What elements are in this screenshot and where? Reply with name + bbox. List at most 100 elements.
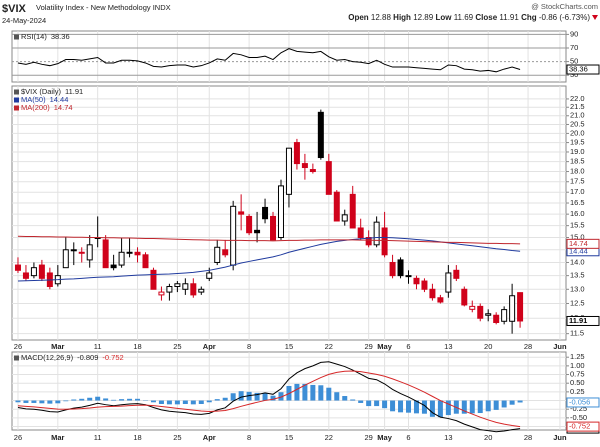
quote-label: Close [475, 13, 497, 22]
candle-body [254, 229, 261, 234]
x-tick-label: 13 [444, 433, 452, 442]
y-tick-label: 11.5 [570, 329, 584, 338]
histogram-bar [445, 400, 451, 416]
candle-body [174, 283, 181, 288]
candle-body [389, 261, 396, 277]
x-tick-label: 22 [325, 433, 333, 442]
quote-value: 11.69 [454, 13, 474, 22]
candle-body [477, 305, 484, 319]
candle-body [349, 193, 356, 229]
histogram-bar [294, 383, 300, 401]
y-tick-label: 0.75 [570, 370, 585, 379]
y-tick-label: 50 [570, 57, 578, 66]
down-arrow [592, 15, 598, 20]
candle-body [214, 246, 221, 263]
x-tick-label: 13 [444, 342, 452, 351]
y-tick-label: 21.5 [570, 102, 585, 111]
value-box-label: 14.74 [569, 239, 588, 248]
legend-icon [14, 34, 19, 40]
histogram-bar [222, 397, 228, 401]
candle-body [373, 221, 380, 246]
y-tick-label: 19.5 [570, 138, 585, 147]
candle-body [397, 259, 404, 277]
x-tick-label: 20 [484, 342, 492, 351]
candle-body [38, 264, 45, 279]
candle-body [277, 185, 284, 239]
y-tick-label: 16.5 [570, 198, 585, 207]
x-tick-label: 29 [364, 342, 372, 351]
candle-body [206, 272, 213, 279]
x-tick-label: 18 [133, 342, 141, 351]
line [17, 48, 521, 73]
histogram-bar [270, 395, 276, 401]
candle-body [453, 269, 460, 279]
candle-body [78, 251, 85, 254]
candle-body [437, 297, 444, 303]
quote-label: Open [348, 13, 369, 22]
histogram-bar [135, 398, 141, 401]
x-tick-label: Mar [51, 342, 64, 351]
y-tick-label: 0.25 [570, 387, 585, 396]
candle-body [70, 249, 77, 252]
x-tick-label: Mar [51, 433, 64, 442]
histogram-bar [382, 400, 388, 409]
x-tick-label: Jun [553, 342, 567, 351]
y-tick-label: 18.5 [570, 157, 585, 166]
y-tick-label: 12.5 [570, 298, 585, 307]
histogram-bar [326, 387, 332, 401]
histogram-bar [366, 400, 372, 407]
histogram-bar [374, 400, 380, 407]
x-tick-label: 15 [285, 342, 293, 351]
candle-body [22, 272, 29, 279]
value-box-label: 38.36 [569, 64, 588, 73]
histogram-bar [190, 400, 196, 405]
instrument-name: Volatility Index - New Methodology INDX [36, 3, 171, 12]
y-tick-label: 20.0 [570, 128, 585, 137]
candle-body [110, 264, 117, 269]
symbol: $VIX [2, 3, 27, 15]
histogram-bar [214, 399, 220, 401]
x-tick-label: 22 [325, 342, 333, 351]
histogram-bar [198, 400, 204, 404]
histogram-bar [23, 400, 29, 403]
candle-body [413, 277, 420, 285]
candle-body [493, 314, 500, 323]
value-box-label: -0.056 [569, 397, 590, 406]
y-tick-label: 90 [570, 29, 578, 38]
x-tick-label: 25 [173, 433, 181, 442]
candle-body [14, 264, 21, 271]
y-tick-label: 70 [570, 43, 578, 52]
y-tick-label: -0.25 [570, 404, 587, 413]
histogram-bar [278, 392, 284, 401]
histogram-bar [342, 396, 348, 401]
histogram-bar [47, 400, 53, 404]
x-tick-label: 28 [524, 433, 532, 442]
x-tick-label: 8 [247, 433, 251, 442]
x-tick-label: 26 [14, 433, 22, 442]
legend-text: 11.91 [65, 87, 83, 96]
legend-text: -0.809 [77, 353, 98, 362]
legend-text: $VIX (Daily) [21, 87, 62, 96]
legend-icon [14, 97, 19, 103]
candle-body [246, 215, 253, 234]
histogram-bar [55, 400, 61, 404]
histogram-bar [334, 392, 340, 401]
histogram-bar [477, 400, 483, 414]
histogram-bar [150, 400, 156, 403]
legend-icon [14, 355, 19, 361]
legend-text: MA(50) [21, 95, 46, 104]
line [17, 235, 521, 245]
candle-body [317, 111, 324, 159]
legend-icon [14, 89, 19, 95]
histogram-bar [127, 398, 133, 401]
histogram-bar [461, 400, 467, 414]
histogram-bar [485, 400, 491, 412]
x-tick-label: 18 [133, 433, 141, 442]
date: 24-May-2024 [2, 16, 46, 25]
candle-body [405, 275, 412, 278]
source: @ StockCharts.com [531, 2, 598, 11]
histogram-bar [254, 392, 260, 401]
histogram-bar [174, 400, 180, 405]
candle-body [293, 142, 300, 165]
